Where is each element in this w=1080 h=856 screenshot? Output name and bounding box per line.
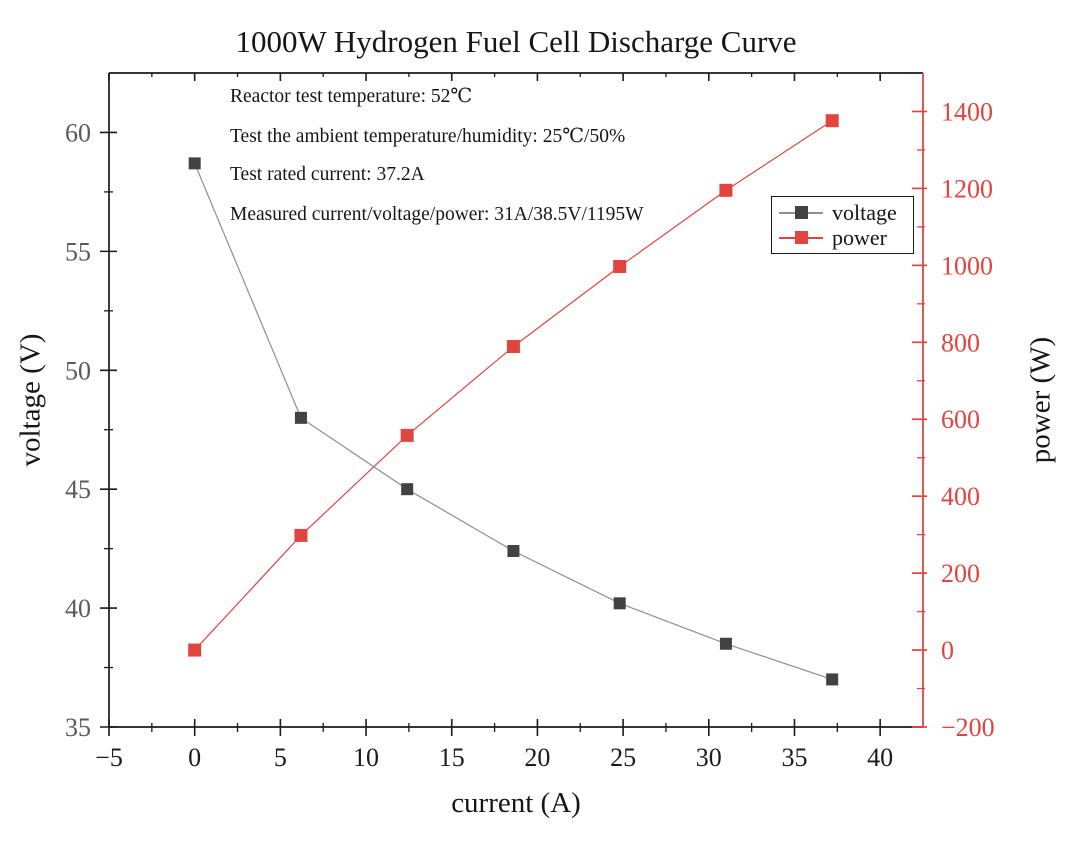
y-axis-label-right: power (W) <box>1024 336 1057 464</box>
x-tick-label: 25 <box>610 743 636 772</box>
power-data-point-marker <box>613 260 627 274</box>
x-tick-label: 10 <box>353 743 379 772</box>
voltage-data-point-marker <box>507 545 520 558</box>
y-axis-label-left: voltage (V) <box>14 333 47 467</box>
voltage-data-point-marker <box>719 637 732 650</box>
legend: voltage power <box>771 196 914 254</box>
power-data-point-marker <box>400 428 414 442</box>
voltage-data-point-marker <box>188 157 201 170</box>
y-right-tick-label: 1400 <box>941 97 993 126</box>
chart-title: 1000W Hydrogen Fuel Cell Discharge Curve <box>235 24 797 59</box>
x-tick-label: 20 <box>524 743 550 772</box>
x-tick-label: 0 <box>188 743 201 772</box>
y-right-tick-label: 1200 <box>941 174 993 203</box>
x-tick-label: 40 <box>867 743 893 772</box>
power-marker-icon <box>779 230 823 245</box>
power-data-point-marker <box>719 183 733 197</box>
x-tick-label: 5 <box>274 743 287 772</box>
y-left-tick-label: 40 <box>65 594 91 623</box>
annotation-reactor-temperature: Reactor test temperature: 52℃ <box>230 86 473 107</box>
annotation-measured-values: Measured current/voltage/power: 31A/38.5… <box>230 204 644 225</box>
y-right-tick-label: 800 <box>941 328 980 357</box>
y-right-tick-label: 1000 <box>941 251 993 280</box>
y-right-tick-label: 400 <box>941 482 980 511</box>
voltage-marker-icon <box>779 205 823 220</box>
x-tick-label: −5 <box>95 743 123 772</box>
annotation-block: Reactor test temperature: 52℃ Test the a… <box>230 84 644 244</box>
power-data-point-marker <box>294 528 308 542</box>
y-right-tick-label: 600 <box>941 405 980 434</box>
legend-label-power: power <box>832 224 887 250</box>
legend-label-voltage: voltage <box>832 199 897 225</box>
voltage-data-point-marker <box>613 597 626 610</box>
voltage-data-point-marker <box>401 483 414 496</box>
y-left-tick-label: 45 <box>65 475 91 504</box>
y-left-tick-label: 60 <box>65 118 91 147</box>
power-data-point-marker <box>825 114 839 128</box>
annotation-rated-current: Test rated current: 37.2A <box>230 164 425 185</box>
y-left-tick-label: 50 <box>65 356 91 385</box>
power-data-point-marker <box>188 643 202 657</box>
annotation-ambient-conditions: Test the ambient temperature/humidity: 2… <box>230 126 626 147</box>
voltage-data-point-marker <box>294 411 307 424</box>
y-left-tick-label: 55 <box>65 237 91 266</box>
x-tick-label: 35 <box>781 743 807 772</box>
power-data-point-marker <box>506 340 520 354</box>
y-left-tick-label: 35 <box>65 713 91 742</box>
x-tick-label: 15 <box>439 743 465 772</box>
y-right-tick-label: 0 <box>941 636 954 665</box>
y-right-tick-label: 200 <box>941 559 980 588</box>
legend-item-power: power <box>779 226 906 250</box>
voltage-data-point-marker <box>826 673 839 686</box>
x-axis-label: current (A) <box>451 787 581 819</box>
x-tick-label: 30 <box>696 743 722 772</box>
y-right-tick-label: −200 <box>941 713 995 742</box>
legend-item-voltage: voltage <box>779 201 906 225</box>
